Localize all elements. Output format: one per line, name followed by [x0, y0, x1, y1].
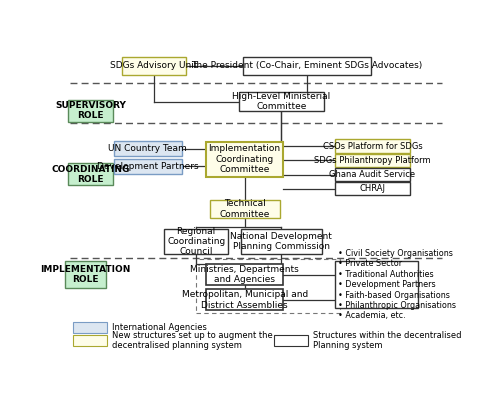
FancyBboxPatch shape — [164, 230, 228, 253]
Text: CSOs Platform for SDGs: CSOs Platform for SDGs — [322, 141, 422, 151]
FancyBboxPatch shape — [68, 163, 112, 185]
Text: International Agencies: International Agencies — [112, 323, 207, 332]
Text: CHRAJ: CHRAJ — [360, 184, 386, 193]
Text: SUPERVISORY
ROLE: SUPERVISORY ROLE — [55, 101, 126, 120]
Text: • Civil Society Organisations
• Private Sector
• Traditional Authorities
• Devel: • Civil Society Organisations • Private … — [338, 249, 456, 320]
Text: High-Level Ministerial
Committee: High-Level Ministerial Committee — [232, 92, 330, 111]
FancyBboxPatch shape — [206, 264, 284, 285]
Text: Development Partners: Development Partners — [97, 162, 198, 171]
FancyBboxPatch shape — [206, 289, 284, 310]
Text: Technical
Committee: Technical Committee — [220, 199, 270, 219]
FancyBboxPatch shape — [122, 57, 186, 75]
FancyBboxPatch shape — [68, 100, 112, 121]
FancyBboxPatch shape — [242, 57, 370, 75]
FancyBboxPatch shape — [334, 168, 410, 181]
FancyBboxPatch shape — [114, 141, 182, 156]
Text: New structures set up to augment the
decentralised planning system: New structures set up to augment the dec… — [112, 331, 273, 351]
FancyBboxPatch shape — [241, 230, 322, 253]
FancyBboxPatch shape — [74, 321, 108, 333]
FancyBboxPatch shape — [210, 200, 280, 219]
Text: COORDINATING
ROLE: COORDINATING ROLE — [51, 165, 130, 184]
FancyBboxPatch shape — [334, 140, 410, 153]
Text: Ghana Audit Service: Ghana Audit Service — [330, 170, 416, 179]
Text: Regional
Coordinating
Council: Regional Coordinating Council — [167, 226, 226, 256]
FancyBboxPatch shape — [74, 335, 108, 347]
Text: IMPLEMENTATION
ROLE: IMPLEMENTATION ROLE — [40, 265, 131, 285]
Text: Metropolitan, Municipal and
District Assemblies: Metropolitan, Municipal and District Ass… — [182, 290, 308, 310]
Text: Structures within the decentralised
Planning system: Structures within the decentralised Plan… — [313, 331, 462, 351]
Text: Ministries, Departments
and Agencies: Ministries, Departments and Agencies — [190, 265, 299, 285]
FancyBboxPatch shape — [334, 182, 410, 195]
FancyBboxPatch shape — [114, 158, 182, 174]
FancyBboxPatch shape — [239, 92, 324, 111]
FancyBboxPatch shape — [274, 335, 308, 347]
FancyBboxPatch shape — [66, 261, 106, 288]
FancyBboxPatch shape — [334, 261, 418, 308]
FancyBboxPatch shape — [334, 154, 410, 167]
Text: UN Country Team: UN Country Team — [108, 144, 187, 153]
Text: SDGs Advisory Unit: SDGs Advisory Unit — [110, 61, 198, 70]
Text: SDGs Philanthropy Platform: SDGs Philanthropy Platform — [314, 156, 431, 165]
Text: Implementation
Coordinating
Committee: Implementation Coordinating Committee — [208, 144, 281, 174]
Text: The President (Co-Chair, Eminent SDGs Advocates): The President (Co-Chair, Eminent SDGs Ad… — [191, 61, 422, 70]
FancyBboxPatch shape — [206, 142, 284, 176]
Text: National Development
Planning Commission: National Development Planning Commission — [230, 232, 332, 251]
